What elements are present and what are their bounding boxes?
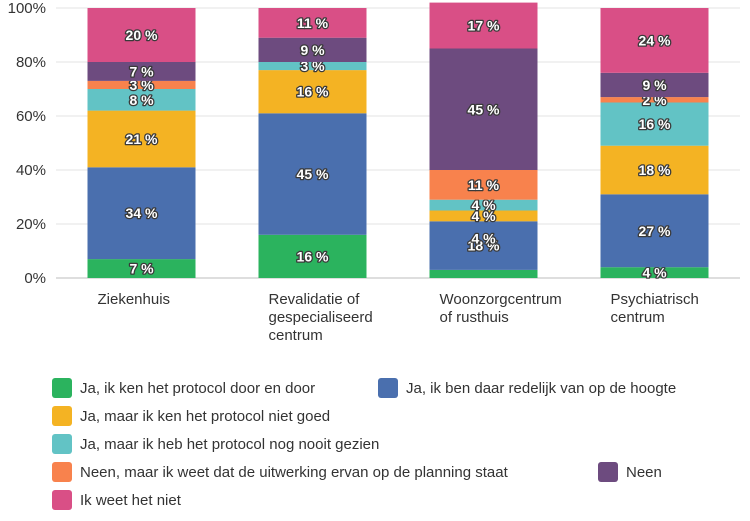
bar-segment[interactable] [258, 62, 367, 71]
bar-segment[interactable] [258, 8, 367, 38]
category-label-line: centrum [611, 309, 665, 326]
stacked-bar-chart: 0%20%40%60%80%100%7 %34 %21 %8 %3 %7 %20… [8, 0, 740, 344]
bar-segment[interactable] [429, 199, 538, 211]
category-label: Woonzorgcentrum of rusthuis [440, 291, 562, 326]
legend-item[interactable]: Ja, ik ken het protocol door en door [52, 378, 315, 398]
bar-segment[interactable] [87, 110, 196, 168]
legend-label: Ja, maar ik ken het protocol niet goed [80, 407, 331, 425]
legend-swatch [52, 490, 72, 510]
legend-item[interactable]: Ja, maar ik ken het protocol niet goed [52, 406, 330, 426]
data-label: 45 % [468, 101, 500, 117]
legend-swatch [52, 434, 72, 454]
bar-segment[interactable] [600, 102, 709, 146]
category-label: Psychiatrisch centrum [611, 291, 699, 326]
data-label: 9 % [300, 42, 325, 58]
bar-segment[interactable] [429, 210, 538, 222]
data-label: 11 % [468, 177, 500, 193]
category-label-line: gespecialiseerd [269, 309, 373, 326]
bar-segment[interactable] [258, 113, 367, 235]
legend-label: Ik weet het niet [80, 491, 181, 509]
bar-segment[interactable] [258, 234, 367, 278]
data-label: 11 % [297, 15, 329, 31]
category-label-line: Woonzorgcentrum [440, 291, 562, 308]
legend-swatch [598, 462, 618, 482]
category-label-line: of rusthuis [440, 309, 509, 326]
bar-segment[interactable] [429, 269, 538, 278]
data-label: 21 % [126, 131, 158, 147]
data-label: 27 % [639, 223, 671, 239]
legend-item[interactable]: Ja, maar ik heb het protocol nog nooit g… [52, 434, 379, 454]
data-label: 24 % [639, 32, 671, 48]
legend-label: Neen [626, 463, 662, 481]
legend-swatch [378, 378, 398, 398]
bar-segment[interactable] [87, 80, 196, 89]
data-label: 18 % [468, 238, 500, 254]
legend-label: Ja, ik ken het protocol door en door [80, 379, 316, 397]
bar-segment[interactable] [429, 2, 538, 49]
y-tick-label: 0% [24, 270, 46, 287]
legend-label: Neen, maar ik weet dat de uitwerking erv… [80, 463, 508, 481]
category-label-line: centrum [269, 327, 323, 344]
legend-item[interactable]: Neen, maar ik weet dat de uitwerking erv… [52, 462, 508, 482]
bar-segment[interactable] [429, 170, 538, 200]
bar-segment[interactable] [87, 167, 196, 260]
data-label: 9 % [642, 77, 667, 93]
data-label: 4 % [471, 208, 496, 224]
bar-segment[interactable] [600, 194, 709, 268]
data-label: 16 % [297, 248, 329, 264]
bar-segment[interactable] [258, 37, 367, 62]
y-tick-label: 20% [16, 216, 46, 233]
data-label: 4 % [471, 230, 496, 246]
legend-item[interactable]: Ja, ik ben daar redelijk van op de hoogt… [378, 378, 676, 398]
category-label-line: Ziekenhuis [98, 291, 171, 308]
y-tick-label: 40% [16, 162, 46, 179]
category-label-line: Revalidatie of [269, 291, 361, 308]
data-label: 20 % [126, 27, 158, 43]
bar-segment[interactable] [429, 221, 538, 270]
bar-segment[interactable] [600, 267, 709, 278]
legend-item[interactable]: Neen [598, 462, 662, 482]
legend-label: Ja, ik ben daar redelijk van op de hoogt… [406, 379, 677, 397]
data-label: 16 % [639, 116, 671, 132]
data-label: 4 % [471, 197, 496, 213]
category-label: Ziekenhuis [98, 291, 171, 308]
bar-segment[interactable] [87, 62, 196, 81]
data-label: 45 % [297, 166, 329, 182]
bar-segment[interactable] [87, 259, 196, 278]
category-label-line: Psychiatrisch [611, 291, 699, 308]
data-label: 7 % [129, 63, 154, 79]
legend-label: Ja, maar ik heb het protocol nog nooit g… [80, 435, 380, 453]
bar-segment[interactable] [600, 145, 709, 195]
bar-segment[interactable] [600, 8, 709, 73]
bar-segment[interactable] [87, 89, 196, 111]
data-label: 16 % [297, 84, 329, 100]
bar-segment[interactable] [600, 72, 709, 98]
legend-swatch [52, 462, 72, 482]
category-label: Revalidatie of gespecialiseerd centrum [269, 291, 373, 344]
data-label: 18 % [639, 162, 671, 178]
data-label: 4 % [642, 265, 667, 281]
y-tick-label: 60% [16, 108, 46, 125]
y-tick-label: 100% [8, 0, 46, 17]
data-label: 8 % [129, 92, 154, 108]
y-tick-label: 80% [16, 54, 46, 71]
bar-segment[interactable] [258, 70, 367, 114]
bar-segment[interactable] [429, 48, 538, 171]
legend-swatch [52, 378, 72, 398]
bar-segment[interactable] [87, 8, 196, 62]
data-label: 34 % [126, 205, 158, 221]
legend-item[interactable]: Ik weet het niet [52, 490, 181, 510]
bar-segment[interactable] [600, 97, 709, 103]
data-label: 17 % [468, 18, 500, 34]
legend-swatch [52, 406, 72, 426]
data-label: 7 % [129, 261, 154, 277]
